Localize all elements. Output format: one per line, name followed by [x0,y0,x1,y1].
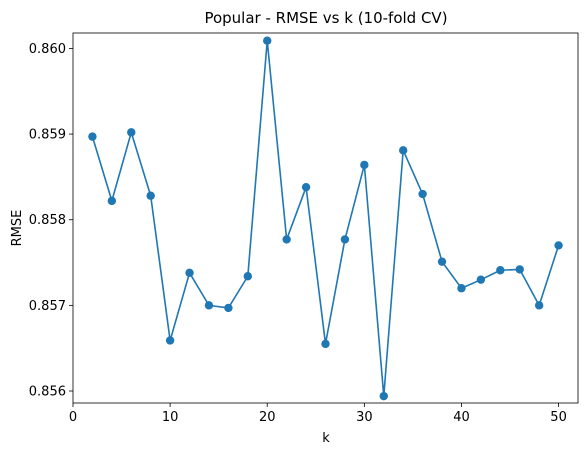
data-point [340,235,350,244]
data-point [146,191,155,200]
y-tick-label: 0.859 [29,128,66,143]
data-point [398,146,408,155]
data-point [476,275,486,284]
data-point [554,241,563,250]
y-tick-label: 0.856 [29,385,66,400]
data-point [321,339,330,349]
data-point [534,301,544,310]
chart-title: Popular - RMSE vs k (10-fold CV) [204,9,447,27]
y-tick-label: 0.857 [29,299,66,314]
x-axis-label: k [322,431,330,446]
data-point [379,391,388,401]
data-point [185,268,194,278]
axes-frame [72,32,579,404]
data-point [437,257,447,266]
data-point [457,284,466,293]
data-point [224,303,233,313]
data-point [165,336,175,345]
x-tick-label: 10 [162,410,179,425]
y-tick-label: 0.858 [29,213,66,228]
data-point [88,132,97,141]
x-tick-label: 0 [69,410,77,425]
y-axis-label: RMSE [10,210,25,247]
data-point [243,272,253,281]
data-point [301,182,311,192]
data-point [360,160,369,170]
plot-area: 0 10 20 30 40 50 0.856 0.857 0.858 0.859 0.860 [29,32,579,425]
data-point [418,189,427,199]
data-point [282,235,291,244]
data-point [515,265,524,274]
data-point [263,36,272,45]
data-point [127,128,136,137]
data-point [107,196,117,206]
x-tick-label: 50 [550,410,567,425]
y-tick-label: 0.860 [29,42,66,57]
x-tick-label: 30 [356,410,373,425]
data-point [496,266,505,275]
data-point [204,301,214,310]
x-tick-label: 40 [453,410,470,425]
x-tick-label: 20 [259,410,276,425]
